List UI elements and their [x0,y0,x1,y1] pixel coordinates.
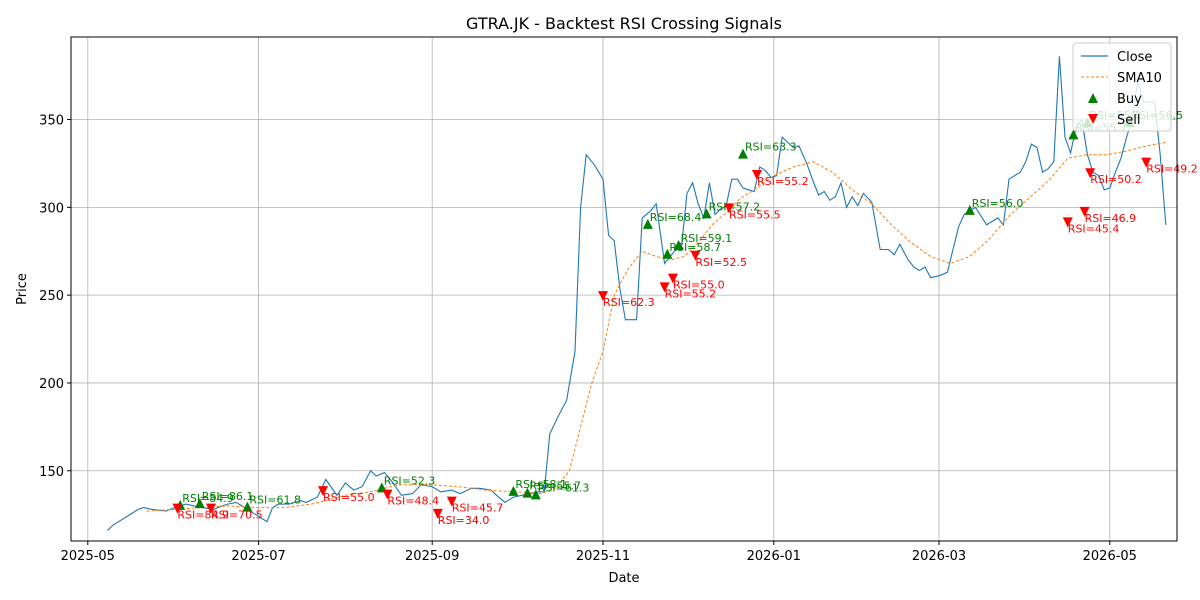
buy-signal-marker [508,485,519,496]
sell-signal-label: RSI=52.5 [695,256,747,269]
legend-sell-marker [1088,114,1098,124]
sell-signal-marker [1062,217,1073,228]
x-axis-label: Date [608,571,639,586]
buy-signal-marker [242,501,253,512]
buy-signal-marker [530,489,541,500]
buy-signal-marker [673,239,684,250]
x-tick-label: 2025-09 [405,549,459,564]
sell-signal-label: RSI=46.9 [1085,212,1137,225]
buy-signal-marker [964,204,975,215]
sell-signal-marker [1079,206,1090,217]
buy-signal-label: RSI=52.3 [384,474,436,487]
sell-signal-marker [1141,157,1152,168]
buy-signal-label: RSI=55.7 [529,480,581,493]
sell-signal-label: RSI=70.5 [211,509,263,522]
x-tick-label: 2026-03 [912,549,966,564]
sell-signal-label: RSI=50.2 [1090,173,1142,186]
sell-signal-marker [446,496,457,507]
y-tick-label: 200 [39,377,64,392]
buy-signal-marker [701,208,712,219]
series-layer [107,56,1167,531]
x-tick-label: 2025-07 [231,549,285,564]
plot-frame [70,36,1178,542]
sell-signal-marker [668,273,678,284]
legend-close-label: Close [1117,50,1152,65]
buy-signal-marker [642,218,653,229]
sell-signal-marker [206,503,216,514]
sell-signal-marker [318,486,328,497]
sell-signal-label: RSI=84.9 [177,509,229,522]
sell-signal-marker [659,282,670,293]
sell-signal-marker [598,291,608,302]
buy-signal-label: RSI=84.9 [182,492,234,505]
y-tick-label: 350 [39,114,64,129]
y-axis-ticks: 150 200 250 300 350 [39,114,71,480]
legend-buy-label: Buy [1117,92,1142,107]
buy-signal-label: RSI=57.2 [709,200,761,213]
x-tick-label: 2025-05 [61,549,115,564]
sell-signal-marker [1085,168,1096,179]
legend-buy-marker [1088,93,1098,103]
sell-signal-label: RSI=55.0 [323,491,375,504]
x-tick-label: 2026-01 [747,549,801,564]
buy-signal-label: RSI=59.1 [681,232,733,245]
sell-signal-marker [752,169,762,180]
sell-signal-label: RSI=55.5 [729,208,781,221]
buy-signal-marker [1068,129,1079,140]
y-tick-label: 250 [39,289,64,304]
buy-signal-marker [194,498,205,509]
grid [71,37,1177,541]
sell-signal-marker [382,489,393,500]
buy-signal-label: RSI=58.1 [515,478,567,491]
sell-signal-label: RSI=62.3 [603,296,655,309]
buy-signal-label: RSI=61.8 [249,494,301,507]
legend-sell-label: Sell [1117,113,1140,128]
sell-signal-marker [724,203,734,214]
sell-signal-label: RSI=49.2 [1146,163,1198,176]
close-series-line [107,56,1167,531]
buy-signal-label: RSI=61.3 [538,481,590,494]
sell-signal-marker [172,503,183,514]
sell-signal-marker [690,250,701,261]
sell-signal-label: RSI=55.2 [757,175,809,188]
x-tick-label: 2025-11 [576,549,630,564]
x-axis-ticks: 2025-05 2025-07 2025-09 2025-11 2026-01 2026-… [61,541,1137,564]
y-axis-label: Price [15,273,30,305]
buy-signal-label: RSI=63.3 [745,141,797,154]
buy-signal-label: RSI=86.1 [202,490,254,503]
buy-signal-marker [662,248,673,259]
buy-signal-label: RSI=56.0 [972,197,1024,210]
legend-box [1072,42,1172,132]
y-tick-label: 300 [39,201,64,216]
sell-signal-label: RSI=55.2 [665,287,717,300]
y-tick-label: 150 [39,465,64,480]
x-tick-label: 2026-05 [1083,549,1137,564]
sell-signal-label: RSI=45.7 [452,502,504,515]
sell-signal-marker [432,508,443,519]
buy-signal-marker [738,148,748,159]
buy-signal-label: RSI=58.7 [669,241,721,254]
sell-signal-label: RSI=55.0 [673,279,725,292]
legend-sma-label: SMA10 [1117,71,1162,86]
buy-signal-marker [522,487,533,498]
sell-signal-label: RSI=34.0 [438,514,490,527]
sell-signal-label: RSI=48.4 [387,495,439,508]
chart-title: GTRA.JK - Backtest RSI Crossing Signals [466,14,782,33]
sell-signal-label: RSI=45.4 [1068,222,1120,235]
buy-signal-label: RSI=68.4 [650,211,702,224]
legend: Close SMA10 Buy Sell [1072,42,1172,132]
